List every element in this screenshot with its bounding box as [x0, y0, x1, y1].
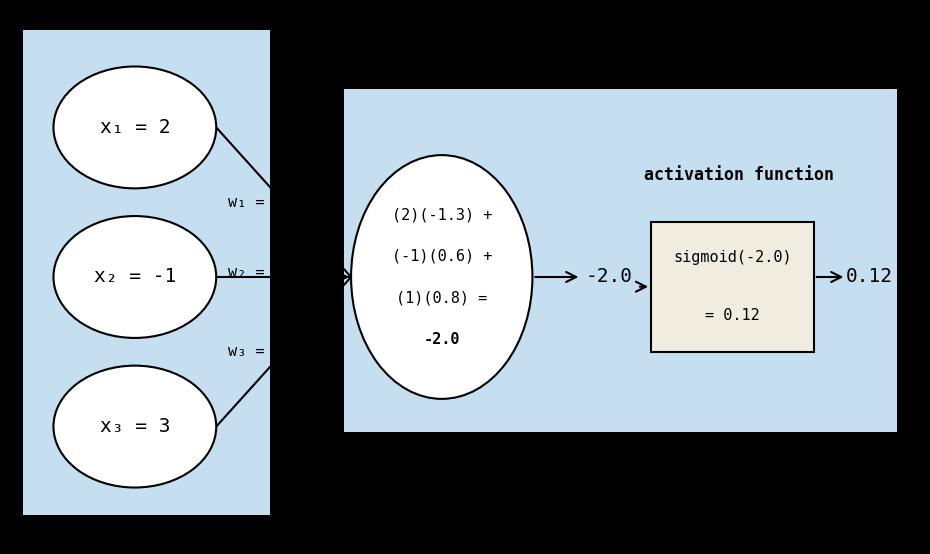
Text: x₁ = 2: x₁ = 2 [100, 118, 170, 137]
Text: activation function: activation function [644, 166, 834, 183]
Text: x₃ = 3: x₃ = 3 [100, 417, 170, 436]
Text: w₂ = 0.6: w₂ = 0.6 [228, 265, 300, 280]
Text: (2)(-1.3) +: (2)(-1.3) + [392, 207, 492, 222]
Text: w₃ = 0.4: w₃ = 0.4 [228, 344, 300, 360]
Text: sigmoid(-2.0): sigmoid(-2.0) [673, 250, 791, 265]
FancyBboxPatch shape [344, 89, 897, 432]
Text: 0.12: 0.12 [846, 268, 893, 286]
Text: (1)(0.8) =: (1)(0.8) = [396, 290, 487, 305]
Text: -2.0: -2.0 [423, 332, 460, 347]
Text: w₁ = -1.3: w₁ = -1.3 [228, 194, 310, 210]
Ellipse shape [53, 366, 216, 488]
Text: (-1)(0.6) +: (-1)(0.6) + [392, 249, 492, 264]
Ellipse shape [53, 216, 216, 338]
Text: x₂ = -1: x₂ = -1 [94, 268, 176, 286]
Text: = 0.12: = 0.12 [705, 308, 760, 323]
FancyBboxPatch shape [23, 30, 270, 515]
Ellipse shape [351, 155, 532, 399]
Text: -2.0: -2.0 [586, 268, 632, 286]
Ellipse shape [53, 66, 216, 188]
FancyBboxPatch shape [651, 222, 814, 352]
